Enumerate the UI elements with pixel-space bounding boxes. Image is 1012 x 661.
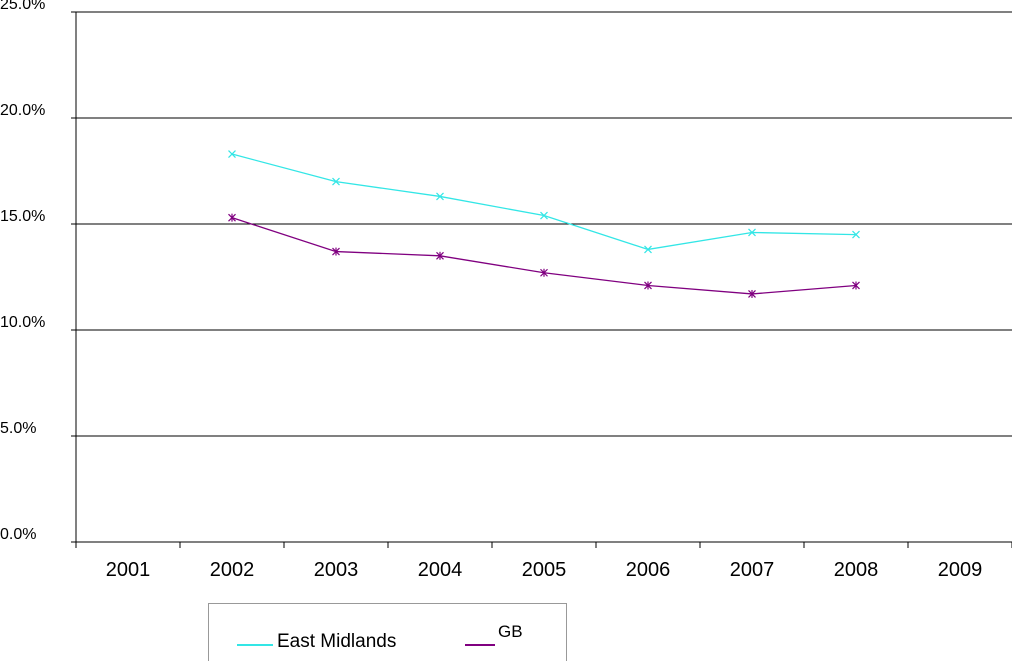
series-layer (228, 150, 860, 298)
x-tick-label: 2001 (106, 559, 151, 581)
x-tick-label: 2007 (730, 559, 775, 581)
data-point-gb (748, 289, 756, 298)
legend-label-east-midlands: East Midlands (277, 631, 397, 652)
data-point-east-midlands (332, 177, 340, 186)
x-tick-label: 2004 (418, 559, 463, 581)
y-tick-label: 25.0% (0, 0, 45, 13)
legend-label-gb: GB (498, 622, 523, 641)
data-point-east-midlands (436, 192, 444, 201)
legend-swatch-east-midlands (237, 644, 273, 646)
x-tick-label: 2006 (626, 559, 671, 581)
data-point-gb (852, 281, 860, 290)
x-tick-label: 2005 (522, 559, 567, 581)
y-tick-label: 0.0% (0, 526, 36, 543)
data-point-gb (228, 213, 236, 222)
y-tick-label: 10.0% (0, 314, 45, 331)
x-tick-label: 2008 (834, 559, 879, 581)
data-point-gb (540, 268, 548, 277)
data-point-gb (436, 251, 444, 260)
data-point-east-midlands (748, 228, 756, 237)
data-point-east-midlands (852, 230, 860, 239)
x-tick-label: 2009 (938, 559, 983, 581)
y-tick-label: 5.0% (0, 420, 36, 437)
series-line-east-midlands (231, 153, 857, 251)
y-tick-label: 15.0% (0, 208, 45, 225)
legend: East Midlands GB (208, 603, 567, 661)
series-gb (228, 213, 860, 298)
legend-swatch-gb (465, 644, 495, 646)
y-tick-label: 20.0% (0, 102, 45, 119)
gridlines (76, 11, 1012, 437)
axes: 0.0% 5.0% 10.0% 15.0% 20.0% 25.0% 2001 2002 2003… (0, 0, 1012, 581)
data-point-east-midlands (644, 245, 652, 254)
series-line-gb (231, 217, 857, 295)
data-point-gb (332, 247, 340, 256)
x-tick-label: 2002 (210, 559, 255, 581)
data-point-east-midlands (228, 150, 236, 158)
data-point-east-midlands (540, 211, 548, 220)
series-east-midlands (228, 150, 860, 254)
data-point-gb (644, 281, 652, 290)
x-tick-label: 2003 (314, 559, 359, 581)
